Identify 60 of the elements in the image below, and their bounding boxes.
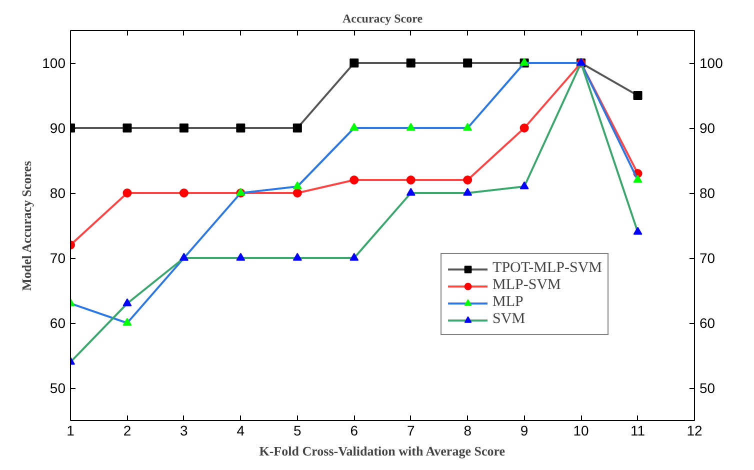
x-tick-label: 6 [350,422,358,438]
x-tick-label: 1 [66,422,75,438]
point [406,176,416,184]
point [463,188,472,196]
point [122,298,132,306]
point [406,122,416,131]
point [122,318,132,326]
x-tick-label: 8 [464,422,472,438]
point [633,174,642,183]
point [236,252,246,261]
x-tick-label: 2 [123,422,132,438]
y-tick-label: 100 [42,55,66,71]
point [292,181,302,190]
point [350,122,359,131]
point [122,188,132,198]
x-tick-label: 5 [294,422,302,438]
x-axis-title: K-Fold Cross-Validation with Average Score [259,444,506,458]
point [292,188,302,198]
x-tick-label: 10 [573,422,590,438]
legend-label: SVM [492,311,526,328]
y2-tick-label: 50 [700,380,716,396]
point [633,226,642,235]
point [292,252,302,261]
chart-title: Accuracy Score [342,12,424,26]
y2-tick-label: 60 [700,315,716,331]
point [633,91,642,100]
point [520,124,529,132]
x-tick-label: 7 [406,422,415,438]
point [122,124,132,132]
x-tick-label: 4 [236,422,245,438]
point [236,124,246,132]
y2-tick-label: 70 [700,250,716,266]
point [179,124,188,132]
y-tick-label: 50 [50,380,66,396]
point [350,58,359,68]
y-tick-label: 70 [50,250,66,266]
point [350,252,359,261]
y-axis-title: Model Accuracy Scores [19,160,34,291]
point [406,58,416,68]
point [179,188,188,198]
y2-tick-label: 90 [700,120,716,136]
point [406,188,416,196]
y-tick-label: 90 [50,120,66,136]
point [463,176,472,184]
legend-label: MLP-SVM [492,277,561,294]
x-tick-label: 9 [520,422,528,438]
point [463,122,472,131]
x-tick-label: 11 [630,422,646,438]
x-tick-label: 12 [686,422,702,438]
point [350,176,359,184]
x-tick-label: 3 [180,422,188,438]
legend-label: TPOT-MLP-SVM [492,260,602,277]
y-tick-label: 80 [50,185,66,201]
legend-label: MLP [492,294,524,311]
point [463,58,472,68]
point [292,124,302,132]
y2-tick-label: 100 [700,55,724,71]
point [520,181,529,190]
y2-tick-label: 80 [700,185,716,201]
y-tick-label: 60 [50,315,66,331]
